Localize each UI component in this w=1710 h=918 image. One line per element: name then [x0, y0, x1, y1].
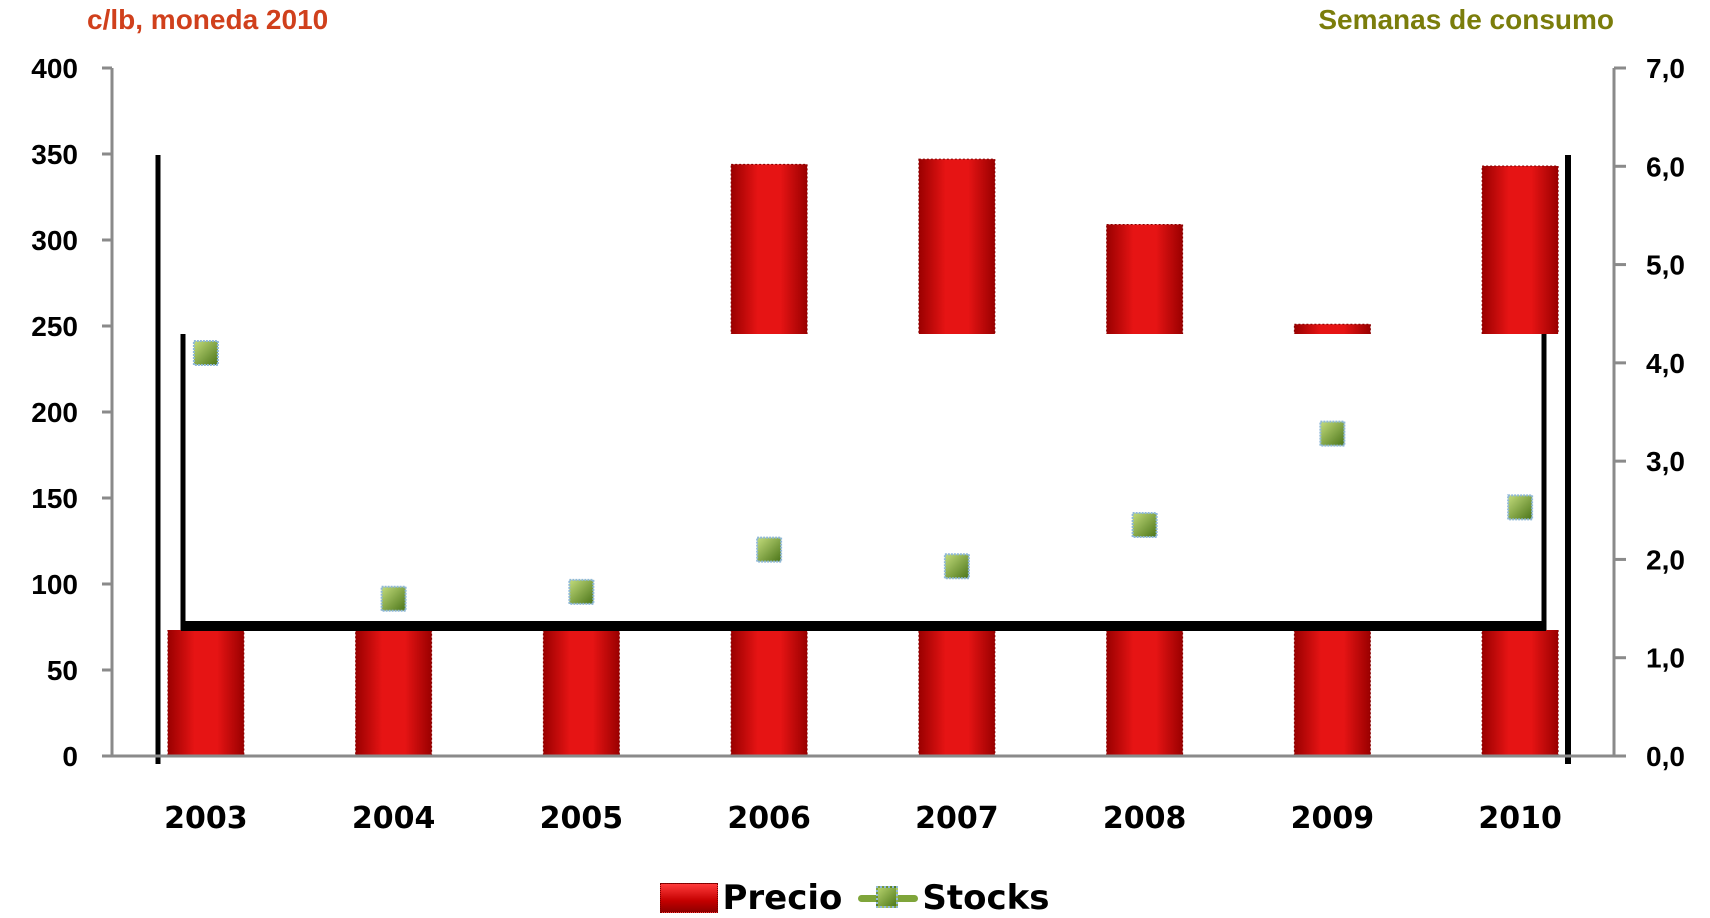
- legend-label-precio: Precio: [722, 878, 843, 918]
- y-tick-label-left: 250: [31, 311, 78, 342]
- marker-stocks-2007: [943, 553, 970, 580]
- marker-stocks-2006: [756, 536, 783, 563]
- marker-stocks-2004: [380, 585, 407, 612]
- marker-stocks-2009: [1319, 420, 1346, 447]
- right-axis-title: Semanas de consumo: [1318, 4, 1614, 35]
- legend-label-stocks: Stocks: [922, 878, 1050, 918]
- y-tick-label-left: 350: [31, 139, 78, 170]
- x-tick-label: 2010: [1478, 801, 1562, 836]
- y-tick-label-left: 400: [31, 53, 78, 84]
- legend-swatch-bar: [660, 883, 719, 913]
- marker-stocks-2010: [1507, 494, 1534, 521]
- overlay-whiteout: [146, 334, 1564, 630]
- marker-stocks-2003: [192, 340, 219, 367]
- legend-item-stocks: Stocks: [858, 878, 1050, 918]
- y-tick-label-right: 5,0: [1646, 250, 1685, 281]
- x-tick-label: 2008: [1103, 801, 1187, 836]
- y-tick-label-left: 150: [31, 483, 78, 514]
- y-tick-label-right: 1,0: [1646, 643, 1685, 674]
- y-tick-label-right: 6,0: [1646, 151, 1685, 182]
- marker-stocks-2005: [568, 578, 595, 605]
- y-tick-label-left: 300: [31, 225, 78, 256]
- x-tick-label: 2003: [164, 801, 248, 836]
- y-tick-label-left: 0: [62, 741, 78, 772]
- x-tick-label: 2005: [540, 801, 624, 836]
- y-tick-label-right: 4,0: [1646, 348, 1685, 379]
- y-tick-label-right: 7,0: [1646, 53, 1685, 84]
- marker-stocks-2008: [1131, 512, 1158, 539]
- legend: Precio Stocks: [0, 878, 1710, 918]
- overlay-frame: [146, 155, 1571, 764]
- y-tick-label-left: 200: [31, 397, 78, 428]
- x-tick-label: 2006: [727, 801, 811, 836]
- legend-swatch-marker: [858, 884, 919, 912]
- y-tick-label-right: 3,0: [1646, 446, 1685, 477]
- x-tick-label: 2009: [1291, 801, 1375, 836]
- x-tick-label: 2004: [352, 801, 436, 836]
- y-tick-label-left: 50: [47, 655, 78, 686]
- y-tick-label-left: 100: [31, 569, 78, 600]
- left-axis-title: c/lb, moneda 2010: [87, 4, 329, 35]
- y-tick-label-right: 2,0: [1646, 544, 1685, 575]
- legend-item-precio: Precio: [660, 878, 842, 918]
- y-tick-label-right: 0,0: [1646, 741, 1685, 772]
- x-tick-label: 2007: [915, 801, 999, 836]
